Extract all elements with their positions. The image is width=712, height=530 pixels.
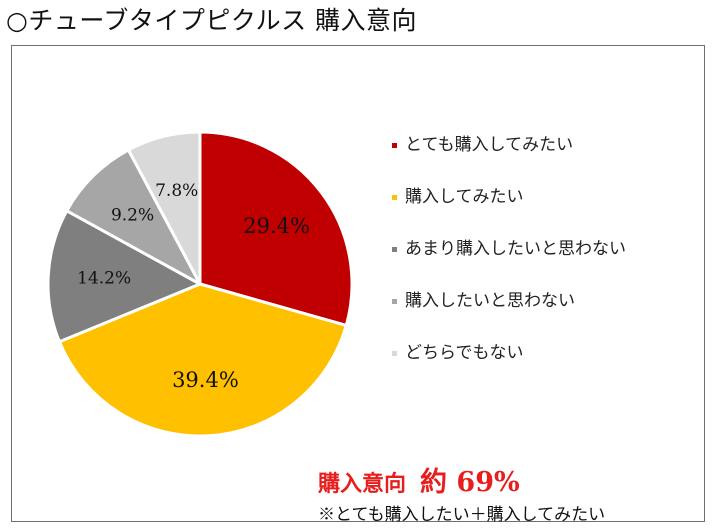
pie-chart: 29.4% 39.4% 14.2% 9.2%7.8% [46,130,354,438]
legend-swatch-0 [392,143,397,148]
purchase-intent-value: 約 69% [420,467,520,498]
pie-slice-3 [65,148,202,286]
legend-item-1: 購入してみたい [392,186,712,238]
legend-label-0: とても購入してみたい [405,135,574,155]
legend-label-2: あまり購入したいと思わない [405,239,626,259]
legend-swatch-3 [392,299,397,304]
pie-slice-0 [198,130,354,327]
legend-label-1: 購入してみたい [405,187,524,207]
purchase-intent-label: 購入意向 [318,472,407,497]
pie-slice-label-2: 14.2% [77,269,131,289]
pie-slice-2 [46,209,202,344]
legend-item-4: どちらでもない [392,342,712,394]
pie-slice-label-0: 29.4% [243,214,310,238]
chart-frame: 29.4% 39.4% 14.2% 9.2% 7.8% とても購入してみたい 購入してみた… [11,45,705,525]
legend-item-2: あまり購入したいと思わない [392,238,712,290]
purchase-intent-summary: 購入意向約 69% [318,464,520,502]
pie-slice-label-4: 7.8% [155,181,198,201]
legend-item-0: とても購入してみたい [392,134,712,186]
legend-item-3: 購入したいと思わない [392,290,712,342]
chart-legend: とても購入してみたい 購入してみたいあまり購入したいと思わない 購入したいと思わない… [392,134,712,394]
pie-slice-label-1: 39.4% [172,368,239,392]
legend-swatch-4 [392,351,397,356]
pie-slice-1 [57,282,348,438]
legend-label-4: どちらでもない [405,343,524,363]
page-title: ○チューブタイプピクルス 購入意向 [6,6,418,35]
legend-swatch-1 [392,195,397,200]
legend-swatch-2 [392,247,397,252]
pie-slice-label-3: 9.2% [111,206,154,226]
legend-label-3: 購入したいと思わない [405,291,575,311]
purchase-intent-note: ※とても購入したい＋購入してみたい [318,505,606,525]
pie-slice-4 [126,130,202,286]
